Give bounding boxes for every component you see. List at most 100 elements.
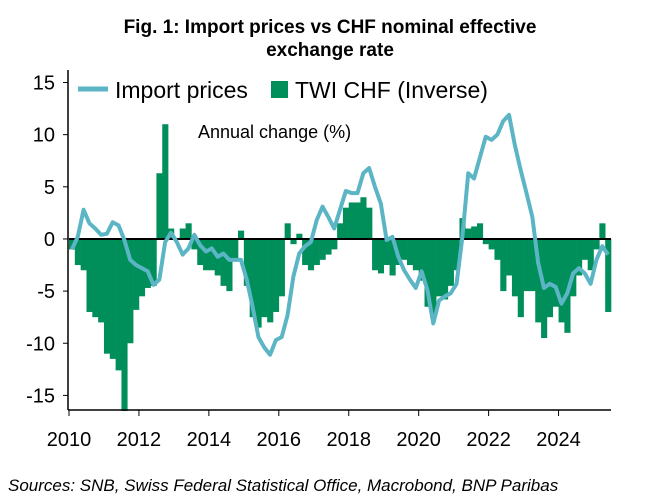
bar-twi bbox=[500, 238, 507, 292]
bar-twi bbox=[576, 238, 583, 276]
bar-twi bbox=[313, 238, 320, 266]
bar-twi bbox=[121, 238, 128, 412]
bar-twi bbox=[109, 238, 116, 359]
bar-twi bbox=[255, 238, 262, 328]
bar-twi bbox=[506, 238, 513, 276]
chart-title-line1: Fig. 1: Import prices vs CHF nominal eff… bbox=[123, 17, 537, 38]
bar-twi bbox=[523, 238, 530, 292]
x-tick-label: 2024 bbox=[536, 429, 581, 451]
bar-twi bbox=[581, 238, 588, 260]
bar-twi bbox=[319, 238, 326, 260]
bar-twi bbox=[220, 238, 227, 286]
bar-twi bbox=[337, 223, 344, 239]
legend-swatch-twi bbox=[271, 81, 288, 98]
bar-twi bbox=[605, 238, 612, 312]
bar-twi bbox=[348, 202, 355, 239]
series-line-import-prices bbox=[70, 112, 610, 357]
bar-twi bbox=[232, 238, 239, 260]
x-tick-label: 2018 bbox=[326, 429, 371, 451]
bar-twi bbox=[272, 238, 280, 312]
bar-twi bbox=[587, 238, 594, 271]
legend: Import prices TWI CHF (Inverse) bbox=[78, 77, 488, 103]
bar-twi bbox=[197, 238, 204, 266]
bar-twi bbox=[203, 238, 210, 271]
y-tick-label: -5 bbox=[37, 281, 55, 303]
y-tick-label: -10 bbox=[26, 333, 55, 355]
bar-twi bbox=[243, 238, 250, 286]
bar-twi bbox=[465, 228, 472, 239]
annotation-annual-change: Annual change (%) bbox=[198, 122, 351, 142]
bar-twi bbox=[208, 238, 216, 271]
y-tick-label: -15 bbox=[26, 385, 55, 407]
bar-twi bbox=[488, 238, 495, 250]
bar-twi bbox=[447, 238, 454, 286]
bar-twi bbox=[389, 238, 396, 276]
bar-twi bbox=[92, 238, 99, 318]
bar-twi bbox=[383, 238, 390, 266]
bar-twi bbox=[377, 238, 385, 274]
bar-twi bbox=[302, 238, 309, 266]
bar-twi bbox=[401, 238, 408, 260]
x-tick-label: 2012 bbox=[117, 429, 162, 451]
bar-twi bbox=[517, 238, 524, 318]
bar-twi bbox=[535, 238, 542, 323]
bar-twi bbox=[476, 223, 484, 239]
x-tick-label: 2014 bbox=[187, 429, 232, 451]
y-tick-label: 10 bbox=[33, 125, 55, 147]
bar-twi bbox=[238, 230, 245, 239]
bar-twi bbox=[494, 238, 501, 260]
bar-twi bbox=[529, 238, 536, 292]
bar-twi bbox=[278, 238, 285, 297]
y-tick-label: 5 bbox=[44, 177, 55, 199]
bar-twi bbox=[360, 197, 367, 239]
bar-twi bbox=[249, 238, 256, 318]
bar-twi bbox=[441, 238, 449, 300]
x-tick-label: 2016 bbox=[257, 429, 302, 451]
x-tick-label: 2022 bbox=[466, 429, 511, 451]
bar-twi bbox=[546, 238, 554, 318]
bar-twi bbox=[103, 238, 111, 354]
bar-twi bbox=[296, 233, 303, 239]
bar-twi bbox=[511, 238, 519, 297]
source-note: Sources: SNB, Swiss Federal Statistical … bbox=[8, 476, 559, 495]
bar-twi bbox=[115, 238, 122, 371]
bar-twi bbox=[74, 238, 81, 266]
chart-title: Fig. 1: Import prices vs CHF nominal eff… bbox=[60, 16, 600, 62]
bar-twi bbox=[80, 238, 87, 271]
bar-twi bbox=[133, 238, 140, 310]
bar-twi bbox=[366, 207, 373, 239]
bar-twi bbox=[558, 238, 565, 323]
bar-twi bbox=[372, 238, 379, 271]
bar-twi bbox=[144, 238, 151, 288]
bar-twi bbox=[599, 223, 606, 239]
bar-twi bbox=[179, 228, 186, 239]
x-tick-label: 2020 bbox=[396, 429, 441, 451]
bar-twi bbox=[226, 238, 233, 292]
legend-label-import-prices: Import prices bbox=[115, 77, 248, 103]
bar-twi bbox=[418, 238, 425, 281]
bar-twi bbox=[261, 238, 268, 318]
bar-twi bbox=[593, 238, 600, 250]
bar-twi bbox=[162, 124, 169, 239]
bar-twi bbox=[284, 223, 291, 239]
bar-twi bbox=[552, 238, 559, 307]
bar-twi bbox=[424, 238, 431, 307]
bar-twi bbox=[150, 238, 157, 286]
bar-twi bbox=[69, 238, 76, 250]
bar-twi bbox=[156, 173, 163, 239]
chart-title-line2: exchange rate bbox=[266, 40, 394, 61]
bar-twi bbox=[127, 238, 134, 344]
bar-twi bbox=[436, 238, 443, 297]
bar-twi bbox=[98, 238, 105, 323]
bar-twi bbox=[482, 238, 489, 245]
bar-twi bbox=[331, 238, 338, 250]
bar-twi bbox=[290, 238, 297, 245]
bar-twi bbox=[407, 238, 414, 266]
legend-label-twi: TWI CHF (Inverse) bbox=[295, 77, 488, 103]
bar-twi bbox=[267, 238, 274, 323]
bar-twi bbox=[185, 223, 192, 239]
bar-twi bbox=[412, 238, 419, 271]
x-tick-label: 2010 bbox=[47, 429, 92, 451]
bar-twi bbox=[325, 238, 332, 255]
